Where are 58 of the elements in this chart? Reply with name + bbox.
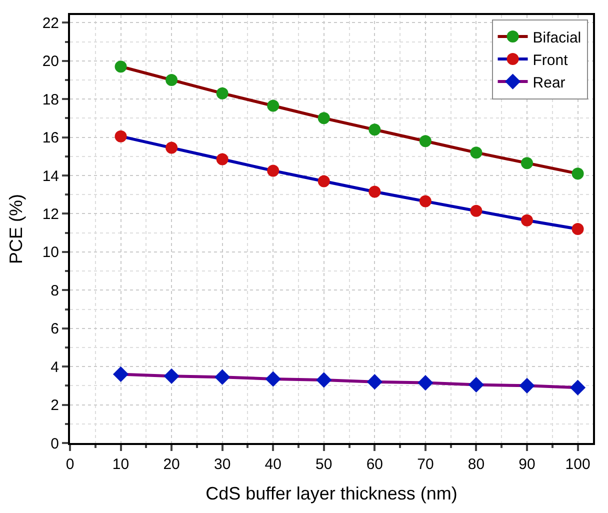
point: [316, 372, 332, 388]
point: [366, 374, 382, 390]
x-tick-label: 0: [66, 456, 74, 473]
y-tick-label: 8: [50, 282, 59, 300]
point: [470, 204, 482, 217]
point: [214, 369, 230, 385]
point: [267, 100, 280, 112]
point: [216, 87, 228, 100]
y-tick-label: 10: [42, 244, 59, 262]
point: [166, 74, 178, 86]
point: [572, 168, 584, 180]
y-tick-label: 4: [50, 358, 59, 376]
point: [114, 60, 127, 73]
point: [318, 112, 330, 124]
y-tick-label: 6: [50, 320, 59, 338]
point: [572, 223, 584, 235]
point: [368, 186, 381, 198]
legend-label: Front: [532, 52, 569, 69]
x-tick-label: 80: [468, 456, 485, 473]
point: [520, 157, 533, 170]
point: [468, 376, 484, 393]
x-tick-label: 30: [214, 456, 231, 473]
x-tick-label: 70: [417, 456, 434, 473]
point: [216, 153, 228, 166]
point: [265, 371, 281, 387]
point: [267, 164, 280, 177]
x-tick-label: 100: [565, 456, 590, 473]
y-tick-label: 16: [42, 130, 59, 147]
y-tick-label: 18: [42, 91, 59, 108]
point: [418, 375, 434, 391]
y-tick-label: 22: [42, 14, 59, 32]
point: [519, 378, 535, 394]
y-tick-label: 14: [42, 168, 59, 185]
point: [164, 368, 180, 384]
point: [520, 214, 533, 226]
x-tick-label: 60: [366, 456, 384, 473]
point: [112, 366, 129, 382]
x-tick-label: 90: [518, 456, 536, 473]
point: [570, 380, 586, 396]
y-tick-label: 20: [42, 53, 59, 70]
point: [470, 146, 482, 159]
point: [419, 135, 432, 148]
point: [114, 130, 127, 142]
point: [318, 175, 330, 188]
x-axis-title: CdS buffer layer thickness (nm): [206, 484, 458, 504]
point: [368, 124, 381, 136]
x-tick-label: 10: [112, 456, 130, 473]
legend-label: Bifacial: [532, 29, 582, 46]
x-tick-label: 40: [264, 456, 282, 473]
legend-label: Rear: [532, 74, 566, 92]
y-tick-label: 2: [50, 397, 59, 414]
y-tick-label: 12: [42, 206, 59, 223]
x-tick-label: 50: [316, 456, 332, 473]
y-axis-title: PCE (%): [6, 194, 26, 264]
y-tick-label: 0: [50, 435, 59, 452]
point: [166, 142, 178, 154]
point: [419, 195, 432, 208]
x-tick-label: 20: [163, 456, 180, 473]
